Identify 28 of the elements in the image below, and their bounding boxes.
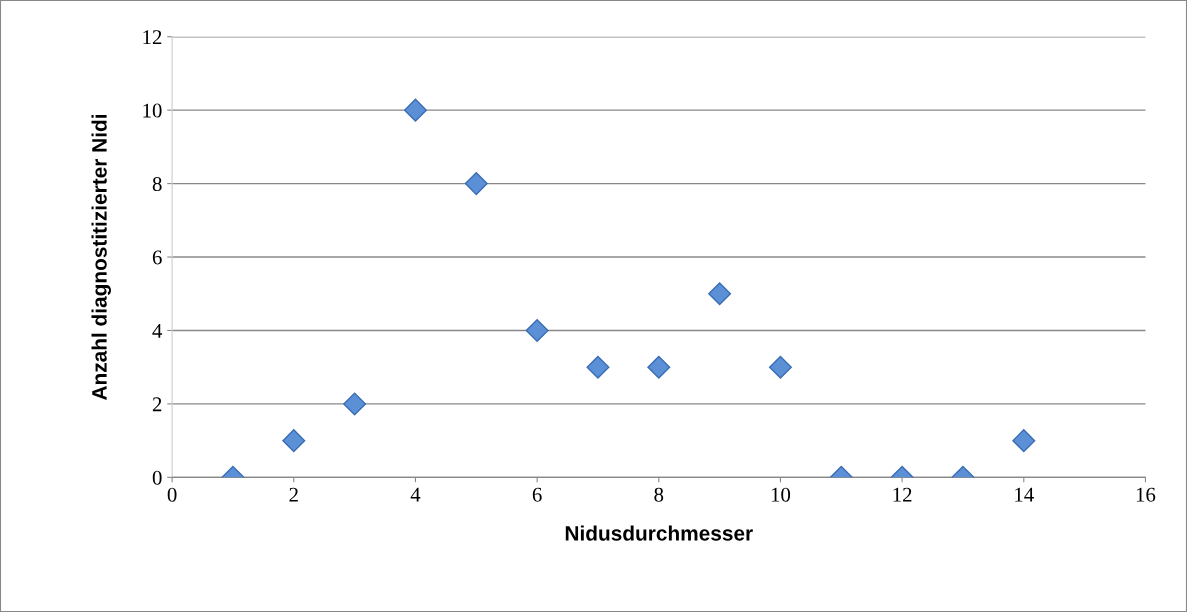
point (586, 355, 610, 379)
x-tick-label: 8 (654, 487, 664, 502)
x-tick-label: 2 (289, 487, 298, 502)
y-tick-label: 4 (152, 323, 163, 338)
point (768, 355, 792, 379)
point (525, 318, 549, 342)
point (343, 392, 367, 416)
x-tick-label: 16 (1136, 487, 1156, 502)
y-tick-label: 0 (152, 470, 162, 485)
point (1012, 429, 1036, 453)
y-axis-title: Anzahl diagnostitizierter Nidi (91, 114, 111, 401)
x-tick-label: 14 (1015, 487, 1034, 502)
x-tick-label: 0 (167, 487, 177, 502)
x-tick-label: 12 (893, 487, 912, 502)
y-tick-label: 8 (152, 176, 162, 192)
point (464, 172, 488, 196)
y-tick-label: 6 (152, 250, 162, 265)
y-tick-label: 2 (152, 397, 162, 412)
y-tick-label: 12 (143, 30, 162, 44)
point (708, 282, 732, 306)
y-tick-label: 10 (143, 103, 162, 118)
point (647, 355, 671, 379)
x-tick-label: 6 (532, 487, 542, 502)
x-tick-label: 10 (771, 487, 791, 502)
point (403, 98, 427, 122)
x-tick-label: 4 (410, 487, 421, 502)
x-axis-title: Nidusdurchmesser (565, 525, 753, 541)
point (282, 429, 306, 453)
